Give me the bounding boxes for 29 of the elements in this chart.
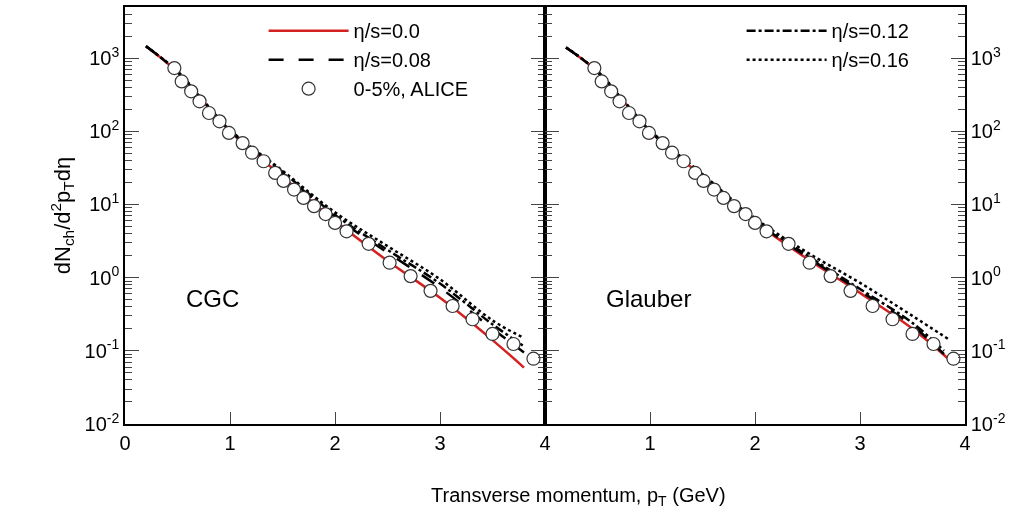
- y-tick-label: 10$^{-2}$: [970, 409, 1006, 435]
- y-tick-label: 10$^{2}$: [89, 116, 120, 143]
- x-tick-label: 2: [329, 431, 341, 454]
- y-tick-label: 10$^{1}$: [970, 190, 1001, 216]
- y-tick-label: 10$^{-1}$: [970, 336, 1006, 362]
- y-tick-label: 10$^{0}$: [89, 263, 120, 289]
- y-tick-label: 10$^{-1}$: [84, 336, 120, 362]
- x-tick-label: 1: [644, 431, 656, 454]
- legend-label: η/s=0.16: [831, 49, 909, 72]
- annotation: CGC: [186, 285, 240, 312]
- y-tick-label: 10$^{3}$: [970, 43, 1001, 70]
- x-tick-label: 3: [434, 431, 446, 454]
- y-tick-label: 10$^{0}$: [970, 263, 1001, 289]
- x-tick-label: 3: [854, 431, 866, 454]
- x-tick-label: 4: [959, 431, 971, 454]
- x-tick-label: 1: [224, 431, 236, 454]
- y-tick-label: 10$^{1}$: [89, 190, 120, 216]
- x-tick-label: 2: [749, 431, 761, 454]
- y-tick-label: 10$^{2}$: [970, 116, 1001, 143]
- y-tick-label: 10$^{-2}$: [84, 409, 120, 435]
- annotation: Glauber: [606, 285, 692, 312]
- y-tick-label: 10$^{3}$: [89, 43, 120, 70]
- legend-label: η/s=0.08: [353, 49, 431, 72]
- x-tick-label: 4: [539, 431, 551, 454]
- legend-label: η/s=0.12: [831, 20, 909, 43]
- legend-label: 0-5%, ALICE: [353, 78, 469, 101]
- x-axis-title: Transverse momentum, p$_{T}$ (GeV): [431, 484, 726, 510]
- legend-label: η/s=0.0: [353, 20, 420, 43]
- x-tick-label: 0: [119, 431, 131, 454]
